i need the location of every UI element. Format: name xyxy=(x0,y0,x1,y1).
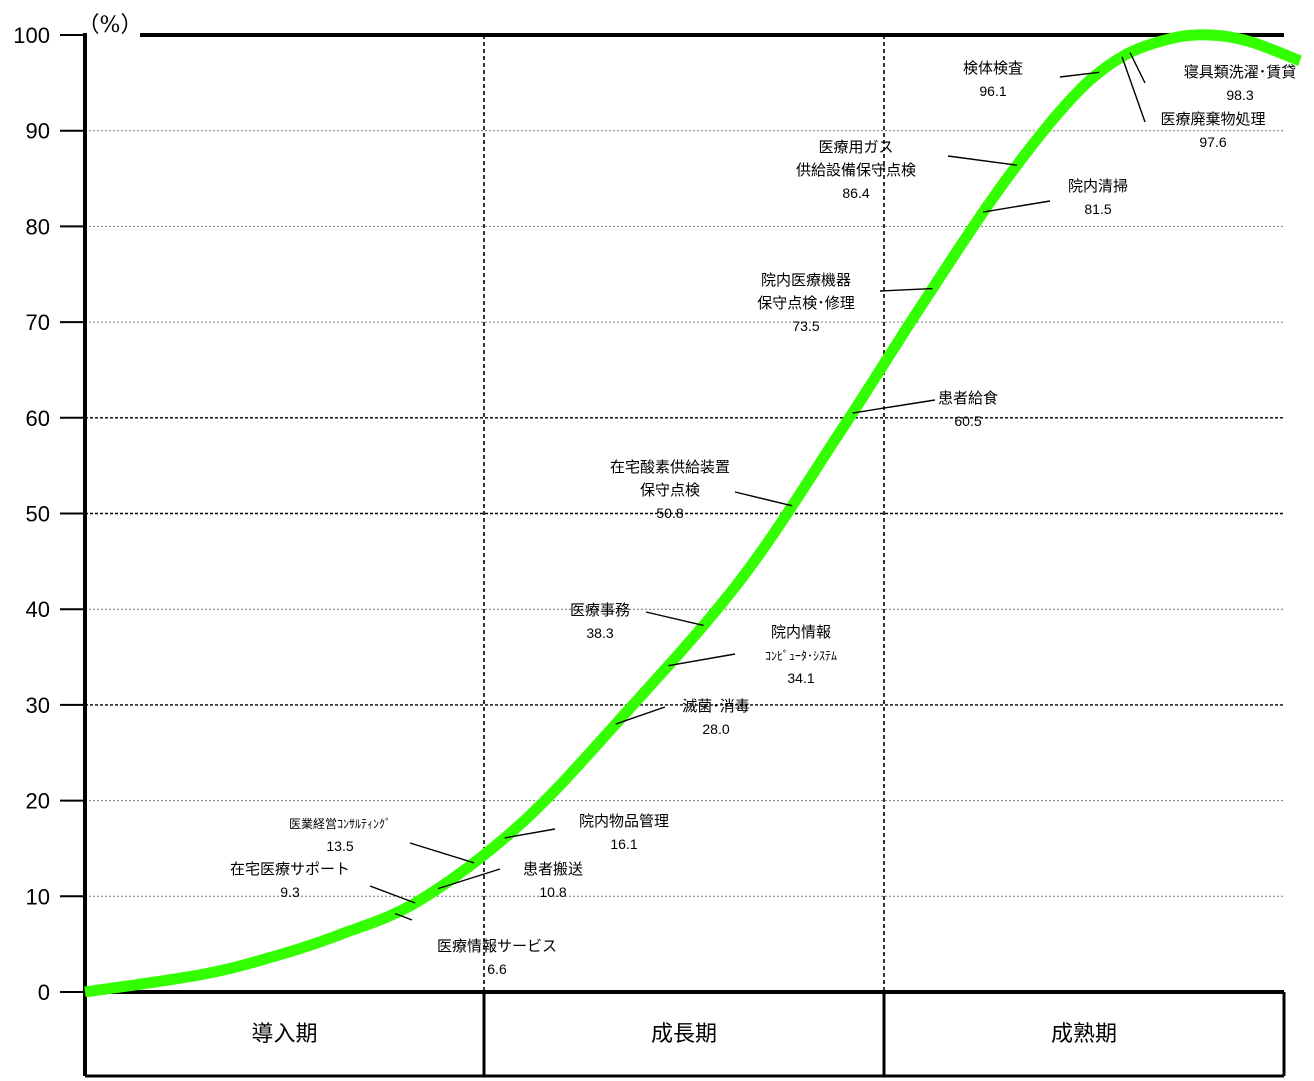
y-tick-label: 0 xyxy=(38,980,50,1005)
adoption-curve-line xyxy=(82,29,1305,998)
annotation-label: 医療廃棄物処理 xyxy=(1160,110,1265,128)
annotation-label: 患者給食 xyxy=(938,389,998,407)
y-tick-label: 70 xyxy=(26,310,50,335)
annotation-label: 患者搬送 xyxy=(523,860,583,878)
annotation-leader-line xyxy=(983,200,1051,213)
phase-band: 導入期 成長期 成熟期 xyxy=(251,1022,1117,1047)
phase-label: 成熟期 xyxy=(1051,1022,1117,1047)
y-tick-label: 100 xyxy=(13,23,50,48)
annotation-value: 9.3 xyxy=(280,884,300,900)
annotation-label: 院内情報 xyxy=(771,623,831,641)
annotation-label: ｺﾝﾋﾟｭｰﾀ･ｼｽﾃﾑ xyxy=(765,649,837,663)
annotation-label: 保守点検･修理 xyxy=(757,294,855,312)
annotation-label: 滅菌･消毒 xyxy=(682,697,750,715)
unit-label: （%） xyxy=(78,13,143,38)
annotation-value: 10.8 xyxy=(539,884,566,900)
annotation-label: 寝具類洗濯･賃貸 xyxy=(1184,63,1297,81)
annotation-leader-line xyxy=(645,611,704,627)
annotation-leader-line xyxy=(1121,56,1146,123)
annotation-leader-line xyxy=(879,287,933,292)
annotation-leader-line xyxy=(437,868,501,890)
y-tick-label: 30 xyxy=(26,693,50,718)
annotation-value: 13.5 xyxy=(326,838,353,854)
annotation-leader-line xyxy=(504,828,556,839)
annotation-value: 34.1 xyxy=(787,670,814,686)
y-tick-label: 50 xyxy=(26,502,50,527)
y-tick-label: 80 xyxy=(26,214,50,239)
annotation-label: 医療情報サービス xyxy=(437,937,557,955)
annotation-leader-line xyxy=(1129,52,1146,84)
annotation-leader-line xyxy=(615,706,666,725)
phase-label: 導入期 xyxy=(251,1022,317,1047)
annotation-label: 医療事務 xyxy=(570,601,630,619)
annotation-value: 16.1 xyxy=(610,836,637,852)
axes: 0 10 20 30 40 50 60 70 80 90 100 （%） xyxy=(13,13,1286,1078)
y-tick-label: 60 xyxy=(26,406,50,431)
annotation-value: 86.4 xyxy=(842,185,869,201)
annotation-value: 50.8 xyxy=(656,505,683,521)
phase-label: 成長期 xyxy=(651,1022,717,1047)
annotation-label: 院内清掃 xyxy=(1068,177,1128,195)
annotation-leader-line xyxy=(852,399,936,414)
annotation-label: 医療用ガス xyxy=(818,138,893,156)
y-tick-label: 10 xyxy=(26,884,50,909)
annotation-leader-line xyxy=(668,653,736,667)
annotation-value: 98.3 xyxy=(1226,87,1253,103)
annotation-leader-line xyxy=(1059,71,1100,78)
y-tick-label: 90 xyxy=(26,119,50,144)
annotation-value: 81.5 xyxy=(1084,201,1111,217)
annotation-value: 96.1 xyxy=(979,83,1006,99)
y-tick-label: 40 xyxy=(26,597,50,622)
annotation-leader-line xyxy=(409,842,475,864)
annotation-leader-line xyxy=(394,912,413,921)
annotation-leader-line xyxy=(734,491,793,507)
annotation-value: 97.6 xyxy=(1199,134,1226,150)
y-tick-label: 20 xyxy=(26,789,50,814)
annotation-label: 在宅酸素供給装置 xyxy=(610,458,730,476)
annotation-value: 73.5 xyxy=(792,318,819,334)
annotation-leader-line xyxy=(947,155,1018,166)
annotation-value: 28.0 xyxy=(702,721,729,737)
annotation-value: 60.5 xyxy=(954,413,981,429)
annotation-value: 38.3 xyxy=(586,625,613,641)
annotation-value: 6.6 xyxy=(487,961,507,977)
annotation-label: 在宅医療サポート xyxy=(230,860,350,878)
annotation-label: 供給設備保守点検 xyxy=(796,161,916,179)
adoption-curve-layer xyxy=(82,29,1305,998)
annotation-label: 院内医療機器 xyxy=(761,271,851,289)
annotation-label: 医業経営ｺﾝｻﾙﾃｨﾝｸﾞ xyxy=(289,817,391,831)
annotation-label: 検体検査 xyxy=(963,59,1023,77)
annotations: 医療情報サービス 6.6 在宅医療サポート 9.3 患者搬送 10.8 医業経営ｺﾝｻﾙﾃｨ… xyxy=(230,52,1297,977)
annotation-label: 院内物品管理 xyxy=(579,812,669,830)
annotation-label: 保守点検 xyxy=(640,481,700,499)
gridlines xyxy=(85,35,1284,992)
annotation-leader-line xyxy=(369,885,416,904)
